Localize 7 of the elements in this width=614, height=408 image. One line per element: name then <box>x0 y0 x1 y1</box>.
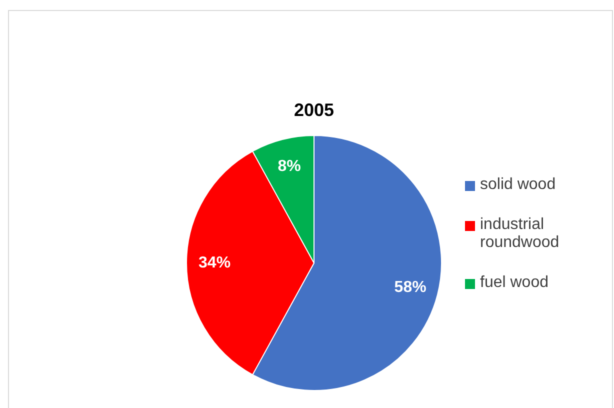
data-label: 58% <box>394 279 426 296</box>
chart-title: 2005 <box>292 100 336 121</box>
legend-label: industrial roundwood <box>480 216 560 252</box>
data-label: 8% <box>278 158 301 176</box>
legend-label: solid wood <box>480 176 556 194</box>
data-label: 34% <box>198 254 231 272</box>
legend-label: fuel wood <box>480 274 548 292</box>
